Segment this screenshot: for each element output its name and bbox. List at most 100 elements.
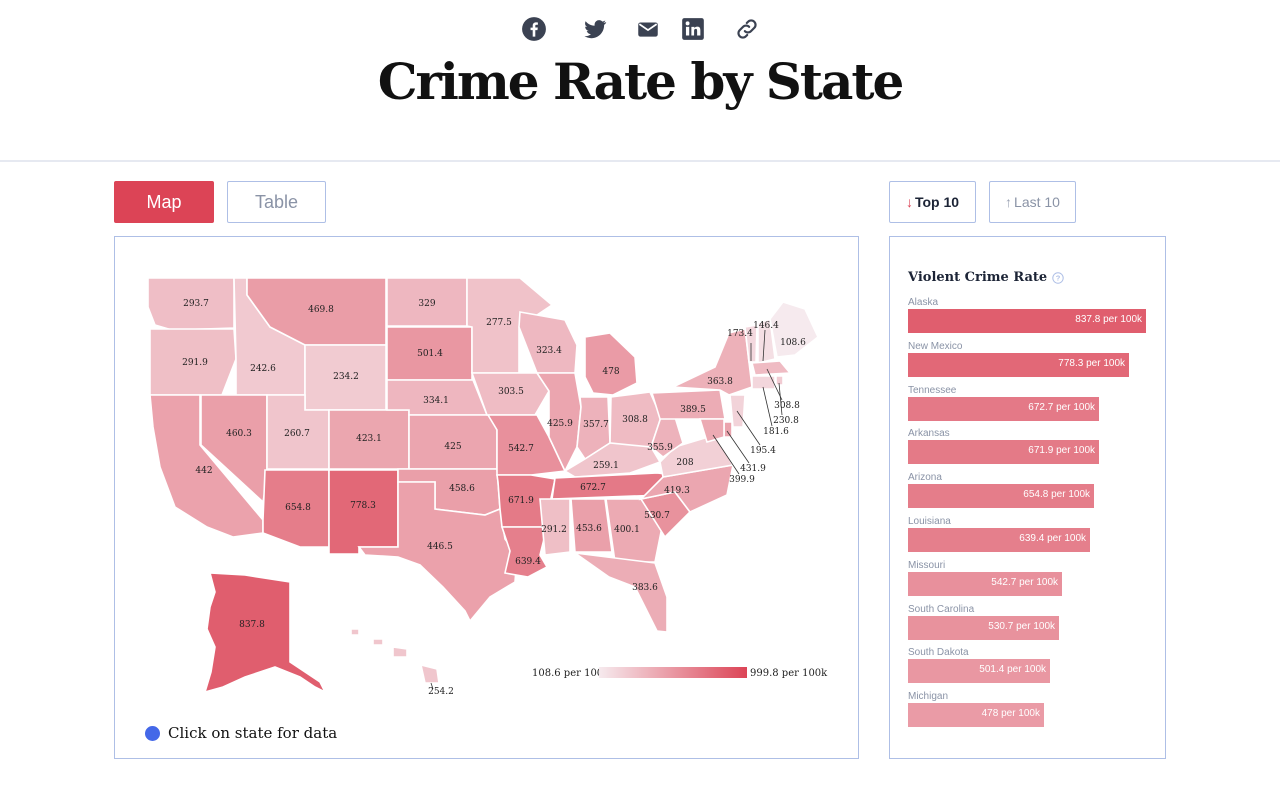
ranking-bar[interactable]: 672.7 per 100k <box>908 396 1099 421</box>
state-value-ohio: 308.8 <box>622 415 648 425</box>
ranking-row: Missouri 542.7 per 100k <box>908 560 1153 602</box>
ranking-bar[interactable]: 530.7 per 100k <box>908 615 1059 640</box>
svg-text:?: ? <box>1056 273 1061 282</box>
ranking-value-label: 671.9 per 100k <box>1028 445 1095 457</box>
ranking-value-label: 837.8 per 100k <box>1075 314 1142 325</box>
ranking-bar[interactable]: 837.8 per 100k <box>908 309 1146 333</box>
state-value-texas: 446.5 <box>427 542 453 552</box>
state-new-hampshire[interactable] <box>757 317 776 365</box>
callout-line-maryland <box>712 434 740 475</box>
ranking-bar[interactable]: 671.9 per 100k <box>908 440 1099 465</box>
ranking-row: Arkansas 671.9 per 100k <box>908 428 1153 470</box>
state-oregon[interactable] <box>149 328 237 396</box>
ranking-state-label: Alaska <box>908 297 939 308</box>
facebook-icon[interactable] <box>521 16 547 42</box>
hint-text: Click on state for data <box>168 724 338 742</box>
ranking-bar[interactable]: 639.4 per 100k <box>908 528 1090 552</box>
state-new-mexico[interactable] <box>328 469 399 555</box>
ranking-row: Arizona 654.8 per 100k <box>908 472 1153 514</box>
state-value-montana: 469.8 <box>308 305 334 315</box>
link-icon[interactable] <box>734 16 760 42</box>
state-michigan[interactable] <box>584 332 638 396</box>
state-hawaii-1[interactable] <box>372 638 384 646</box>
state-value-vermont: 173.4 <box>727 329 753 339</box>
state-maryland[interactable] <box>698 418 725 443</box>
state-iowa[interactable] <box>470 372 550 416</box>
info-icon[interactable]: ? <box>1052 271 1064 284</box>
state-value-south-dakota: 501.4 <box>417 349 443 359</box>
state-california[interactable] <box>149 394 264 538</box>
state-rhode-island[interactable] <box>775 375 784 386</box>
state-value-iowa: 303.5 <box>498 387 524 397</box>
state-maine[interactable] <box>769 301 819 358</box>
state-value-new-jersey: 195.4 <box>750 446 776 456</box>
map-view-button[interactable]: Map <box>114 181 214 223</box>
state-pennsylvania[interactable] <box>650 389 726 420</box>
ranking-bar[interactable]: 778.3 per 100k <box>908 352 1129 377</box>
callout-line-new-jersey <box>736 410 761 446</box>
ranking-row: Alaska 837.8 per 100k <box>908 297 1153 339</box>
ranking-value-label: 501.4 per 100k <box>979 664 1046 676</box>
state-value-oregon: 291.9 <box>182 358 208 368</box>
callout-line-hawaii <box>430 682 434 690</box>
ranking-bar[interactable]: 501.4 per 100k <box>908 659 1050 684</box>
state-value-new-hampshire: 146.4 <box>753 321 779 331</box>
state-hawaii[interactable] <box>350 628 360 636</box>
map-hint: Click on state for data <box>145 724 337 742</box>
state-missouri[interactable] <box>486 414 567 476</box>
email-icon[interactable] <box>635 16 661 42</box>
ranking-panel: Violent Crime Rate ? Alaska 837.8 per 100… <box>889 236 1166 759</box>
state-connecticut[interactable] <box>751 375 776 390</box>
ranking-bar[interactable]: 654.8 per 100k <box>908 484 1094 509</box>
ranking-row: South Dakota 501.4 per 100k <box>908 647 1153 689</box>
state-delaware[interactable] <box>723 421 733 438</box>
state-value-alaska: 837.8 <box>239 620 265 630</box>
top-10-button[interactable]: ↓ Top 10 <box>889 181 976 223</box>
callout-line-delaware <box>726 430 750 464</box>
state-hawaii-3[interactable] <box>419 663 440 684</box>
state-value-nebraska: 334.1 <box>423 396 449 406</box>
state-florida[interactable] <box>574 552 668 633</box>
legend-gradient <box>599 667 747 678</box>
state-value-indiana: 357.7 <box>583 420 609 430</box>
us-map: 293.7 291.9 442 242.6 460.3 469.8 234.2 260.7 65… <box>147 277 828 697</box>
state-value-maine: 108.6 <box>780 338 806 348</box>
twitter-icon[interactable] <box>582 16 608 42</box>
state-value-delaware: 431.9 <box>740 464 766 474</box>
state-value-colorado: 423.1 <box>356 434 382 444</box>
ranking-row: New Mexico 778.3 per 100k <box>908 341 1153 383</box>
state-west-virginia[interactable] <box>650 416 684 459</box>
state-alabama[interactable] <box>570 498 613 553</box>
state-value-alabama: 453.6 <box>576 524 602 534</box>
state-georgia[interactable] <box>605 498 663 563</box>
state-value-pennsylvania: 389.5 <box>680 405 706 415</box>
linkedin-icon[interactable] <box>680 16 706 42</box>
state-value-south-carolina: 530.7 <box>644 511 670 521</box>
ranking-bar[interactable]: 542.7 per 100k <box>908 571 1062 596</box>
ranking-state-label: South Carolina <box>908 603 975 615</box>
arrow-up-icon: ↑ <box>1005 194 1013 210</box>
state-hawaii-2[interactable] <box>392 646 408 658</box>
state-wisconsin[interactable] <box>518 311 578 374</box>
state-value-new-york: 363.8 <box>707 377 733 387</box>
callout-line-massachusetts <box>766 368 783 401</box>
table-view-button[interactable]: Table <box>227 181 326 223</box>
state-texas[interactable] <box>357 481 518 623</box>
state-value-north-carolina: 419.3 <box>664 486 690 496</box>
ranking-row: Michigan 478 per 100k <box>908 691 1153 733</box>
state-new-jersey[interactable] <box>729 394 746 428</box>
state-alaska[interactable] <box>203 572 327 694</box>
page-title: Crime Rate by State <box>377 52 905 111</box>
ranking-bar[interactable]: 478 per 100k <box>908 703 1044 728</box>
ranking-value-label: 639.4 per 100k <box>1019 533 1086 544</box>
state-value-minnesota: 277.5 <box>486 318 512 328</box>
last-10-button[interactable]: ↑ Last 10 <box>989 181 1076 223</box>
state-illinois[interactable] <box>535 372 582 473</box>
ranking-title-text: Violent Crime Rate <box>908 270 1048 285</box>
state-value-connecticut: 181.6 <box>763 427 789 437</box>
state-value-new-mexico: 778.3 <box>350 501 376 511</box>
share-bar <box>0 16 1280 44</box>
callout-line-connecticut <box>762 386 773 427</box>
state-mississippi[interactable] <box>539 498 571 556</box>
state-massachusetts[interactable] <box>750 360 792 376</box>
